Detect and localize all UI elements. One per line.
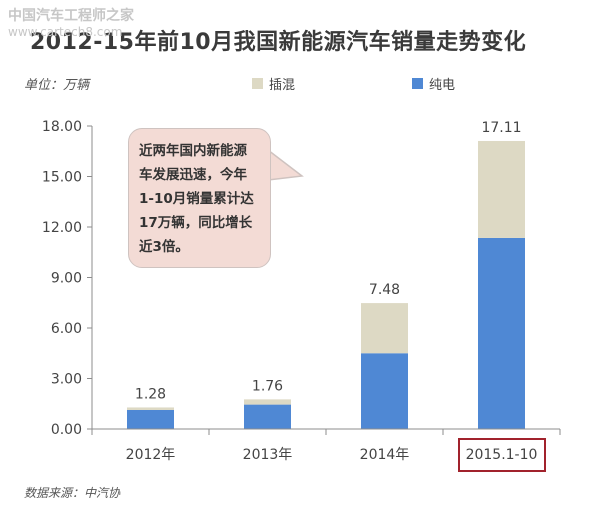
watermark-brand: 中国汽车工程师之家 (8, 8, 134, 24)
bar-hybrid (361, 303, 408, 354)
data-label: 1.76 (252, 378, 283, 394)
highlight-box (458, 438, 546, 472)
bar-hybrid (127, 407, 174, 410)
watermark-url: www.cartech8.com (8, 25, 123, 39)
y-axis: 0.00 3.00 6.00 9.00 12.00 15.00 18.00 (42, 119, 93, 438)
y-tick-label: 15.00 (42, 170, 82, 186)
bar-ev (244, 404, 291, 429)
watermark-logo: 中国汽车工程师之家 www.cartech8.com (8, 8, 134, 40)
unit-label: 单位：万辆 (24, 78, 90, 93)
data-label: 17.11 (481, 120, 521, 136)
callout-pointer (268, 150, 304, 181)
y-tick-label: 6.00 (51, 321, 82, 337)
x-tick-label: 2015.1-10 (466, 447, 538, 463)
bar-hybrid (478, 140, 525, 238)
y-tick-label: 12.00 (42, 220, 82, 236)
legend-swatch-hybrid (252, 78, 263, 89)
x-tick-label: 2014年 (360, 447, 410, 463)
y-tick-label: 0.00 (51, 422, 82, 438)
data-source: 数据来源：中汽协 (24, 486, 121, 500)
legend-swatch-ev (412, 78, 423, 89)
data-label: 7.48 (369, 282, 400, 298)
bars: 1.28 1.76 7.48 17.11 (127, 120, 525, 429)
bar-ev (127, 409, 174, 429)
legend-item-ev: 纯电 (412, 74, 455, 93)
bar-ev (361, 353, 408, 429)
bar-ev (478, 237, 525, 429)
y-tick-label: 18.00 (42, 119, 82, 135)
bar-hybrid (244, 399, 291, 405)
y-tick-label: 3.00 (51, 372, 82, 388)
x-axis: 2012年 2013年 2014年 2015.1-10 (91, 428, 561, 463)
x-tick-label: 2012年 (126, 447, 176, 463)
legend-item-hybrid: 插混 (252, 74, 295, 93)
y-tick-label: 9.00 (51, 271, 82, 287)
callout-note: 近两年国内新能源车发展迅速，今年1-10月销量累计达17万辆，同比增长近3倍。 (128, 128, 271, 268)
data-label: 1.28 (135, 386, 166, 402)
legend-label-ev: 纯电 (429, 78, 456, 93)
chart-title: 2012-15年前10月我国新能源汽车销量走势变化 (30, 30, 527, 55)
x-tick-label: 2013年 (243, 447, 293, 463)
legend-label-hybrid: 插混 (269, 78, 296, 93)
